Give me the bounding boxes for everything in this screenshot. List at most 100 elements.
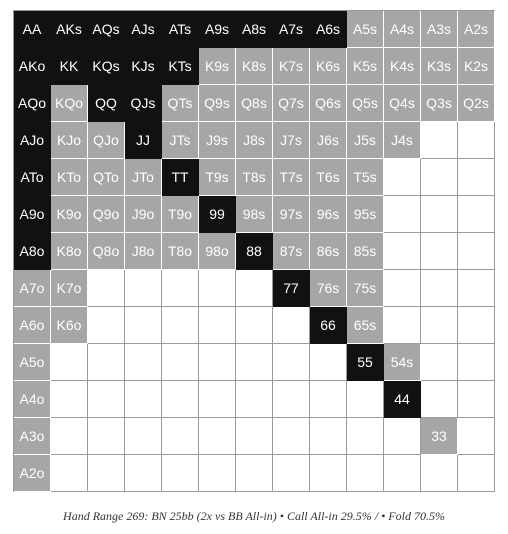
hand-cell: 77	[273, 270, 310, 307]
hand-cell: T5s	[347, 159, 384, 196]
hand-cell: 86s	[310, 233, 347, 270]
hand-cell: KQo	[51, 85, 88, 122]
hand-cell: A6o	[14, 307, 51, 344]
hand-cell	[273, 344, 310, 381]
hand-cell: A8o	[14, 233, 51, 270]
hand-cell	[421, 196, 458, 233]
hand-cell: Q8o	[88, 233, 125, 270]
hand-cell: 88	[236, 233, 273, 270]
hand-cell: 85s	[347, 233, 384, 270]
hand-cell	[458, 307, 495, 344]
hand-cell: 55	[347, 344, 384, 381]
hand-cell	[199, 455, 236, 492]
hand-cell	[236, 455, 273, 492]
hand-cell	[125, 418, 162, 455]
hand-cell: QTo	[88, 159, 125, 196]
hand-cell	[421, 381, 458, 418]
hand-cell	[273, 307, 310, 344]
hand-cell: Q7s	[273, 85, 310, 122]
hand-cell	[236, 344, 273, 381]
hand-cell: A7o	[14, 270, 51, 307]
hand-cell	[384, 233, 421, 270]
hand-cell	[199, 418, 236, 455]
hand-cell	[458, 233, 495, 270]
hand-cell: 96s	[310, 196, 347, 233]
hand-cell	[125, 270, 162, 307]
hand-cell	[125, 307, 162, 344]
hand-cell: Q9o	[88, 196, 125, 233]
hand-cell	[458, 159, 495, 196]
hand-cell: K7o	[51, 270, 88, 307]
hand-cell	[310, 344, 347, 381]
hand-cell	[51, 344, 88, 381]
hand-cell: J6s	[310, 122, 347, 159]
hand-cell: A6s	[310, 11, 347, 48]
hand-cell: Q4s	[384, 85, 421, 122]
hand-cell: A5o	[14, 344, 51, 381]
hand-cell	[421, 455, 458, 492]
hand-cell	[162, 307, 199, 344]
hand-cell	[88, 270, 125, 307]
hand-cell: A2s	[458, 11, 495, 48]
hand-cell	[347, 455, 384, 492]
hand-cell	[236, 307, 273, 344]
hand-cell: AA	[14, 11, 51, 48]
hand-cell: KTo	[51, 159, 88, 196]
hand-cell: T8s	[236, 159, 273, 196]
hand-cell	[125, 344, 162, 381]
hand-cell	[199, 307, 236, 344]
hand-cell	[347, 381, 384, 418]
hand-cell: JTo	[125, 159, 162, 196]
hand-cell	[88, 455, 125, 492]
hand-cell	[199, 344, 236, 381]
hand-cell: KJs	[125, 48, 162, 85]
hand-cell	[273, 455, 310, 492]
hand-cell: QTs	[162, 85, 199, 122]
hand-cell	[162, 381, 199, 418]
hand-cell: J8o	[125, 233, 162, 270]
hand-cell	[458, 344, 495, 381]
hand-cell	[458, 418, 495, 455]
hand-cell	[125, 381, 162, 418]
hand-cell: A5s	[347, 11, 384, 48]
hand-cell: 75s	[347, 270, 384, 307]
hand-cell	[384, 196, 421, 233]
hand-cell: K5s	[347, 48, 384, 85]
hand-cell: A9s	[199, 11, 236, 48]
hand-cell	[236, 270, 273, 307]
hand-cell	[421, 270, 458, 307]
hand-cell	[125, 455, 162, 492]
hand-cell: A3o	[14, 418, 51, 455]
hand-cell: 98s	[236, 196, 273, 233]
hand-cell: A9o	[14, 196, 51, 233]
hand-cell	[384, 418, 421, 455]
hand-cell: T9s	[199, 159, 236, 196]
chart-caption: Hand Range 269: BN 25bb (2x vs BB All-in…	[63, 509, 445, 523]
hand-cell	[458, 381, 495, 418]
hand-cell	[458, 196, 495, 233]
hand-cell	[458, 122, 495, 159]
hand-cell: J5s	[347, 122, 384, 159]
hand-cell: KJo	[51, 122, 88, 159]
hand-cell: KK	[51, 48, 88, 85]
hand-cell: 95s	[347, 196, 384, 233]
hand-cell	[273, 381, 310, 418]
hand-cell: K6s	[310, 48, 347, 85]
hand-cell	[384, 159, 421, 196]
hand-cell: 98o	[199, 233, 236, 270]
hand-cell: AKo	[14, 48, 51, 85]
hand-cell	[273, 418, 310, 455]
hand-cell	[421, 122, 458, 159]
hand-cell: TT	[162, 159, 199, 196]
hand-cell: Q5s	[347, 85, 384, 122]
hand-cell	[421, 307, 458, 344]
hand-cell	[347, 418, 384, 455]
hand-cell: T7s	[273, 159, 310, 196]
hand-cell: J4s	[384, 122, 421, 159]
hand-cell: AKs	[51, 11, 88, 48]
hand-cell: Q2s	[458, 85, 495, 122]
hand-cell: 76s	[310, 270, 347, 307]
hand-cell: A4s	[384, 11, 421, 48]
hand-cell: J8s	[236, 122, 273, 159]
hand-cell	[458, 270, 495, 307]
